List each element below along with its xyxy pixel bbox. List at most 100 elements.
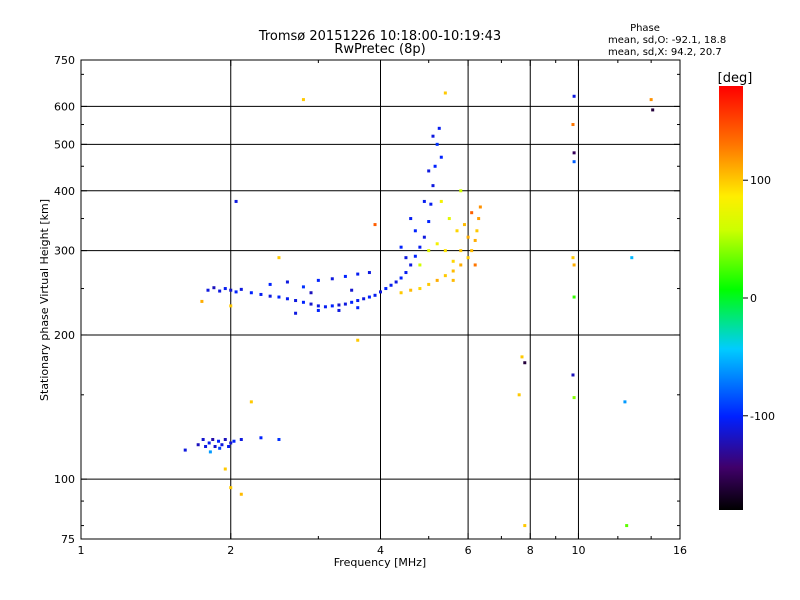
- data-point: [201, 438, 205, 442]
- data-point: [433, 164, 437, 168]
- data-point: [323, 305, 327, 309]
- data-point: [459, 249, 463, 253]
- data-point: [427, 282, 431, 286]
- data-point: [572, 396, 576, 400]
- data-point: [431, 134, 435, 138]
- data-point: [443, 91, 447, 95]
- data-point: [343, 274, 347, 278]
- data-point: [389, 283, 393, 287]
- data-point: [232, 439, 236, 443]
- data-point: [229, 288, 233, 292]
- phase-o-stats: mean, sd,O: -92.1, 18.8: [608, 35, 726, 46]
- data-point: [473, 238, 477, 242]
- data-point: [239, 287, 243, 291]
- y-tick-label: 100: [54, 473, 75, 486]
- x-tick-label: 10: [571, 544, 585, 557]
- colorbar-tick-label: 100: [750, 174, 771, 187]
- data-point: [337, 303, 341, 307]
- data-point: [572, 263, 576, 267]
- data-point: [459, 263, 463, 267]
- gridlines: [81, 60, 680, 539]
- data-point: [571, 123, 575, 127]
- data-point: [572, 94, 576, 98]
- data-point: [285, 297, 289, 301]
- data-point: [234, 199, 238, 203]
- data-point: [625, 524, 629, 528]
- data-point: [356, 338, 360, 342]
- x-tick-label: 2: [227, 544, 234, 557]
- data-point: [239, 492, 243, 496]
- data-point: [183, 448, 187, 452]
- data-point: [223, 467, 227, 471]
- data-point: [462, 223, 466, 227]
- data-point: [196, 443, 200, 447]
- data-point: [455, 229, 459, 233]
- data-point: [443, 249, 447, 253]
- x-axis-label: Frequency [MHz]: [334, 556, 426, 569]
- phase-x-stats: mean, sd,X: 94.2, 20.7: [608, 47, 722, 58]
- data-point: [356, 272, 360, 276]
- data-point: [239, 438, 243, 442]
- data-point: [249, 291, 253, 295]
- data-point: [572, 160, 576, 164]
- data-point: [277, 295, 281, 299]
- data-point: [356, 299, 360, 303]
- x-tick-label: 6: [465, 544, 472, 557]
- y-tick-label: 75: [61, 533, 75, 546]
- y-tick-label: 300: [54, 245, 75, 258]
- axis-ticks: 1 2 4 6 8 10 16 75 100 200 300 400 500 600 750: [54, 54, 687, 557]
- data-point: [439, 199, 443, 203]
- data-point: [413, 254, 417, 258]
- data-point: [330, 304, 334, 308]
- data-point: [470, 211, 474, 215]
- data-point: [343, 302, 347, 306]
- data-point: [208, 450, 212, 454]
- data-point: [316, 278, 320, 282]
- data-point: [466, 256, 470, 260]
- data-point: [362, 297, 366, 301]
- y-tick-label: 750: [54, 54, 75, 67]
- colorbar-tick-label: 0: [750, 292, 757, 305]
- data-point: [301, 285, 305, 289]
- data-point: [206, 288, 210, 292]
- data-point: [478, 205, 482, 209]
- data-point: [418, 245, 422, 249]
- data-point: [218, 289, 222, 293]
- data-point: [268, 282, 272, 286]
- data-point: [404, 271, 408, 275]
- data-point: [399, 245, 403, 249]
- data-point: [229, 486, 233, 490]
- data-point: [356, 306, 360, 310]
- data-point: [443, 274, 447, 278]
- data-point: [435, 242, 439, 246]
- data-point: [435, 142, 439, 146]
- y-tick-label: 500: [54, 138, 75, 151]
- data-point: [220, 443, 224, 447]
- data-point: [427, 169, 431, 173]
- data-point: [294, 299, 298, 303]
- data-point: [309, 291, 313, 295]
- y-tick-label: 600: [54, 100, 75, 113]
- data-point: [223, 287, 227, 291]
- data-point: [437, 126, 441, 130]
- data-point: [399, 291, 403, 295]
- data-point: [277, 438, 281, 442]
- data-point: [384, 287, 388, 291]
- y-tick-label: 200: [54, 329, 75, 342]
- x-tick-label: 1: [78, 544, 85, 557]
- data-point: [439, 155, 443, 159]
- data-point: [427, 220, 431, 224]
- data-point: [422, 235, 426, 239]
- data-point: [466, 235, 470, 239]
- x-tick-label: 4: [377, 544, 384, 557]
- data-point: [212, 286, 216, 290]
- data-point: [301, 300, 305, 304]
- data-point: [394, 280, 398, 284]
- data-point: [399, 276, 403, 280]
- colorbar-ticks: 100 0 -100: [743, 174, 775, 423]
- data-point: [418, 263, 422, 267]
- data-point: [429, 202, 433, 206]
- data-point: [268, 294, 272, 298]
- data-point: [459, 189, 463, 193]
